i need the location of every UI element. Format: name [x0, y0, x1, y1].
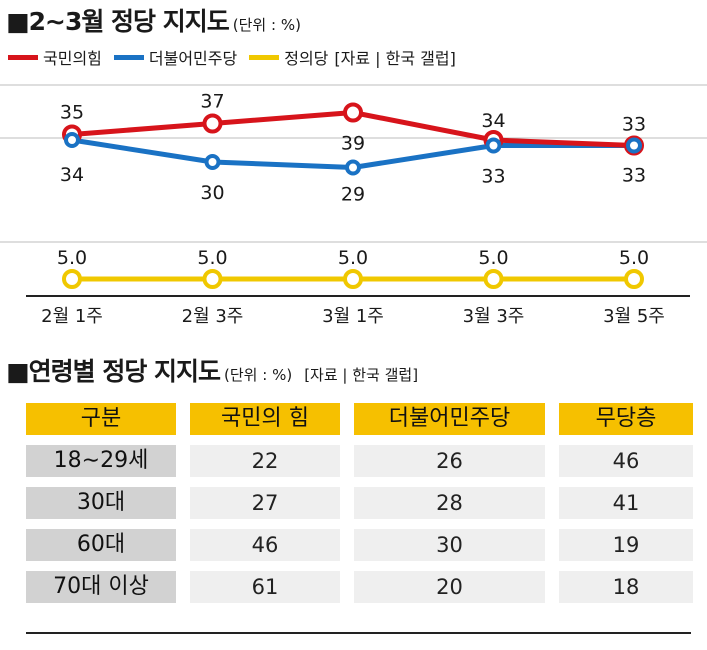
- table-row: 18∼29세 22 26 46: [26, 445, 693, 477]
- legend-source: [자료 | 한국 갤럽]: [334, 49, 456, 68]
- legend-swatch-dp: [113, 54, 144, 60]
- cell-ppp: 27: [190, 487, 340, 519]
- data-label: 5.0: [478, 247, 508, 269]
- table-row: 70대 이상 61 20 18: [26, 571, 693, 603]
- row-label: 60대: [26, 529, 176, 561]
- data-label: 5.0: [197, 247, 227, 269]
- data-point: [204, 154, 221, 170]
- data-label: 37: [200, 91, 224, 113]
- table-header-row: 구분 국민의 힘 더불어민주당 무당층: [26, 403, 693, 435]
- row-label: 18∼29세: [26, 445, 176, 477]
- data-label: 30: [200, 182, 224, 204]
- data-label: 33: [622, 165, 646, 187]
- data-label: 5.0: [57, 247, 87, 269]
- data-point: [343, 102, 363, 123]
- data-label: 39: [341, 133, 365, 155]
- data-point: [202, 269, 223, 289]
- x-tick-label: 3월 1주: [322, 306, 384, 327]
- data-point: [62, 269, 82, 289]
- header-independent: 무당층: [559, 403, 693, 435]
- cell-independent: 19: [559, 529, 693, 561]
- x-tick-label: 2월 3주: [182, 306, 244, 327]
- data-label: 34: [60, 164, 84, 186]
- chart-title: ■2∼3월 정당 지지도 (단위 : %): [6, 2, 301, 38]
- legend-label-dp: 더불어민주당: [148, 49, 238, 68]
- table-row: 30대 27 28 41: [26, 487, 693, 519]
- header-category: 구분: [26, 403, 176, 435]
- data-label: 5.0: [338, 247, 368, 269]
- data-label: 29: [341, 184, 365, 206]
- table-source: [자료 | 한국 갤럽]: [304, 366, 419, 384]
- row-label: 30대: [26, 487, 176, 519]
- cell-ppp: 22: [190, 445, 340, 477]
- table-row: 60대 46 30 19: [26, 529, 693, 561]
- row-label: 70대 이상: [26, 571, 176, 603]
- legend-swatch-ppp: [8, 54, 38, 60]
- chart-unit: (단위 : %): [232, 16, 301, 34]
- cell-ppp: 61: [190, 571, 340, 603]
- cell-dp: 26: [354, 445, 545, 477]
- legend-item-jp: 정의당: [249, 45, 328, 69]
- data-point: [345, 159, 361, 176]
- data-point: [485, 137, 502, 154]
- cell-dp: 20: [354, 571, 545, 603]
- table-title-text: ■연령별 정당 지지도: [6, 357, 221, 386]
- header-ppp: 국민의 힘: [190, 403, 340, 435]
- legend-swatch-jp: [249, 54, 280, 60]
- data-label: 5.0: [619, 247, 649, 269]
- header-dp: 더불어민주당: [354, 403, 545, 435]
- age-table: 구분 국민의 힘 더불어민주당 무당층 18∼29세 22 26 46 30대 …: [26, 403, 693, 603]
- cell-independent: 18: [559, 571, 693, 603]
- table-unit: (단위 : %): [224, 366, 293, 384]
- legend-label-ppp: 국민의힘: [43, 49, 102, 68]
- x-tick-label: 3월 5주: [603, 306, 665, 327]
- data-point: [202, 113, 223, 134]
- data-point: [626, 137, 642, 154]
- data-point: [624, 269, 644, 289]
- data-label: 35: [60, 102, 84, 124]
- bottom-rule: [26, 632, 691, 634]
- table-title: ■연령별 정당 지지도 (단위 : %) [자료 | 한국 갤럽]: [6, 352, 418, 388]
- cell-dp: 28: [354, 487, 545, 519]
- data-label: 33: [481, 166, 505, 188]
- cell-dp: 30: [354, 529, 545, 561]
- data-point: [64, 132, 80, 148]
- legend-label-jp: 정의당: [284, 49, 329, 68]
- data-label: 34: [481, 110, 505, 132]
- cell-ppp: 46: [190, 529, 340, 561]
- line-chart: 35 37 39 34 33 34 30 29 33 33 5.0 5.0 5.0 5.0 5.0 2월 1주…: [0, 84, 707, 327]
- legend-item-ppp: 국민의힘: [8, 45, 102, 69]
- x-tick-label: 3월 3주: [463, 306, 525, 327]
- legend-item-dp: 더불어민주당: [113, 45, 238, 69]
- data-label: 33: [622, 114, 646, 136]
- data-point: [483, 269, 504, 289]
- cell-independent: 46: [559, 445, 693, 477]
- data-point: [343, 269, 363, 289]
- x-tick-label: 2월 1주: [41, 306, 103, 327]
- chart-title-text: ■2∼3월 정당 지지도: [6, 7, 230, 36]
- chart-legend: 국민의힘 더불어민주당 정의당 [자료 | 한국 갤럽]: [8, 45, 456, 69]
- cell-independent: 41: [559, 487, 693, 519]
